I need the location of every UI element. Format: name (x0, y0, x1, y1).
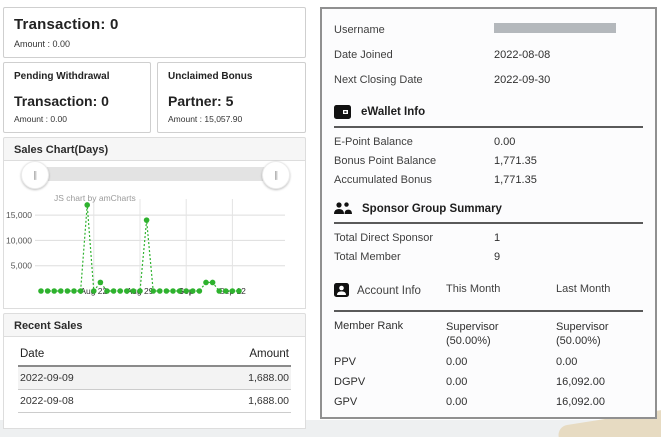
row-label: Next Closing Date (334, 73, 423, 86)
row-label: Username (334, 23, 385, 36)
sales-chart-header: Sales Chart(Days) (3, 137, 306, 161)
row-value: 2022-08-08 (494, 48, 551, 61)
unclaimed-bonus-partner: Partner: 5 (168, 93, 234, 109)
row-label: Date Joined (334, 48, 393, 61)
sponsor-row: Total Member 9 (334, 247, 643, 266)
stat-cards-row: Pending Withdrawal Transaction: 0 Amount… (3, 62, 306, 133)
pending-withdrawal-card: Pending Withdrawal Transaction: 0 Amount… (3, 62, 151, 133)
row-value-last-month: Supervisor (50.00%) (556, 321, 609, 347)
section-divider (334, 222, 643, 224)
grip-icon: ∥ (32, 169, 38, 180)
chart-scrollbar-left-handle[interactable]: ∥ (21, 161, 49, 189)
account-row-ppv: PPV 0.00 0.00 (334, 352, 643, 372)
ewallet-section-title: eWallet Info (334, 105, 643, 119)
column-header-last-month: Last Month (556, 283, 611, 295)
sale-amount: 1,688.00 (171, 366, 291, 390)
transaction-amount: Amount : 0.00 (14, 39, 71, 49)
section-divider (334, 126, 643, 128)
svg-text:10,000: 10,000 (6, 235, 32, 245)
unclaimed-bonus-card: Unclaimed Bonus Partner: 5 Amount : 15,0… (157, 62, 306, 133)
transaction-summary-card: Transaction: 0 Amount : 0.00 (3, 7, 306, 58)
section-divider (334, 310, 643, 312)
account-info-section: Account Info This Month Last Month Membe… (334, 279, 643, 412)
row-value: 1,771.35 (494, 173, 537, 186)
ewallet-row: Accumulated Bonus 1,771.35 (334, 170, 643, 189)
svg-text:15,000: 15,000 (6, 210, 32, 220)
group-icon (334, 202, 352, 215)
row-label: Member Rank (334, 320, 404, 332)
row-value: 2022-09-30 (494, 73, 551, 86)
row-value-last-month: 0.00 (556, 356, 578, 368)
recent-sales-table: Date Amount 2022-09-09 1,688.00 2022-09-… (18, 343, 291, 413)
ewallet-row: Bonus Point Balance 1,771.35 (334, 151, 643, 170)
table-row: 2022-09-09 1,688.00 (18, 366, 291, 390)
sale-date: 2022-09-08 (18, 389, 172, 413)
sale-date: 2022-09-09 (18, 366, 172, 390)
svg-text:5,000: 5,000 (11, 261, 33, 271)
row-label: Bonus Point Balance (334, 154, 437, 167)
section-title-text: eWallet Info (361, 106, 426, 118)
recent-sales-header: Recent Sales (3, 313, 306, 337)
ewallet-section: eWallet Info E-Point Balance 0.00 Bonus … (334, 105, 643, 189)
account-badge-icon (334, 283, 349, 297)
account-info-header-row: Account Info This Month Last Month (334, 279, 643, 303)
svg-text:JS chart by amCharts: JS chart by amCharts (54, 193, 136, 203)
username-redacted-bar (494, 23, 616, 33)
row-value: 1 (494, 231, 501, 244)
sponsor-section-title: Sponsor Group Summary (334, 202, 643, 215)
account-row-member-rank: Member Rank Supervisor (50.00%) Supervis… (334, 316, 643, 352)
sponsor-section: Sponsor Group Summary Total Direct Spons… (334, 202, 643, 266)
account-row-gpv: GPV 0.00 16,092.00 (334, 392, 643, 412)
row-value: 0.00 (494, 135, 516, 148)
account-info-title: Account Info (334, 279, 434, 303)
unclaimed-bonus-amount: Amount : 15,057.90 (168, 114, 243, 124)
column-header-date: Date (18, 343, 172, 367)
card-header: Unclaimed Bonus (168, 71, 253, 82)
profile-row-date-joined: Date Joined 2022-08-08 (334, 42, 643, 67)
row-label: Total Member (334, 250, 401, 263)
row-label: DGPV (334, 376, 366, 388)
table-row: 2022-09-08 1,688.00 (18, 389, 291, 413)
row-value-this-month: Supervisor (50.00%) (446, 321, 499, 347)
row-label: E-Point Balance (334, 135, 413, 148)
row-value-this-month: 0.00 (446, 396, 468, 408)
pending-withdrawal-count: Transaction: 0 (14, 93, 109, 109)
sales-chart-card: ∥ ∥ 5,000 10,000 15,000 JS chart by amChart… (3, 161, 306, 309)
row-label: Accumulated Bonus (334, 173, 432, 186)
pending-withdrawal-amount: Amount : 0.00 (14, 114, 67, 124)
row-value-this-month: 0.00 (446, 376, 468, 388)
chart-scrollbar-track[interactable]: ∥ ∥ (21, 161, 290, 189)
row-label: GPV (334, 396, 358, 408)
row-value-last-month: 16,092.00 (556, 376, 605, 388)
profile-row-next-closing: Next Closing Date 2022-09-30 (334, 67, 643, 92)
sale-amount: 1,688.00 (171, 389, 291, 413)
recent-sales-table-card: Date Amount 2022-09-09 1,688.00 2022-09-… (3, 337, 306, 429)
column-header-this-month: This Month (446, 283, 501, 295)
row-value: 1,771.35 (494, 154, 537, 167)
section-title-text: Sponsor Group Summary (362, 202, 502, 215)
account-row-dgpv: DGPV 0.00 16,092.00 (334, 372, 643, 392)
section-title-text: Account Info (357, 285, 421, 297)
row-value: 9 (494, 250, 501, 263)
row-label: PPV (334, 356, 357, 368)
sponsor-row: Total Direct Sponsor 1 (334, 228, 643, 247)
grip-icon: ∥ (273, 169, 279, 180)
column-header-amount: Amount (171, 343, 291, 367)
row-value-last-month: 16,092.00 (556, 396, 605, 408)
chart-scrollbar-right-handle[interactable]: ∥ (262, 161, 290, 189)
wallet-icon (334, 105, 351, 119)
profile-row-username: Username (334, 17, 643, 42)
card-header: Pending Withdrawal (14, 71, 110, 82)
left-column: Transaction: 0 Amount : 0.00 Pending Wit… (3, 7, 306, 429)
row-value-this-month: 0.00 (446, 356, 468, 368)
row-label: Total Direct Sponsor (334, 231, 434, 244)
ewallet-row: E-Point Balance 0.00 (334, 132, 643, 151)
transaction-count: Transaction: 0 (14, 16, 119, 33)
member-info-panel: Username Date Joined 2022-08-08 Next Clo… (320, 7, 657, 419)
